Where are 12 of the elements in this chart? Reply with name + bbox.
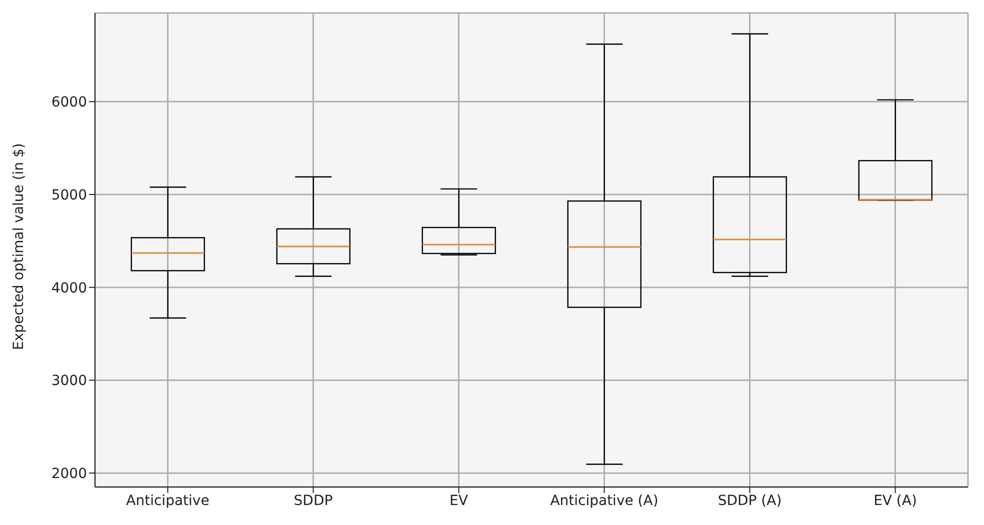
y-tick-label: 5000 [51, 187, 87, 204]
x-tick-label: EV [450, 492, 468, 509]
y-tick-label: 2000 [51, 466, 87, 482]
x-tick-label: SDDP (A) [718, 492, 782, 509]
y-tick-label: 6000 [51, 94, 87, 111]
x-tick-label: Anticipative (A) [550, 492, 658, 509]
x-tick-label: EV (A) [874, 492, 917, 509]
x-tick-label: Anticipative [126, 492, 210, 509]
x-tick-label: SDDP [294, 492, 333, 509]
y-axis-title: Expected optimal value (in $) [10, 143, 27, 350]
y-tick-label: 4000 [51, 280, 87, 296]
y-tick-label: 3000 [51, 373, 87, 390]
